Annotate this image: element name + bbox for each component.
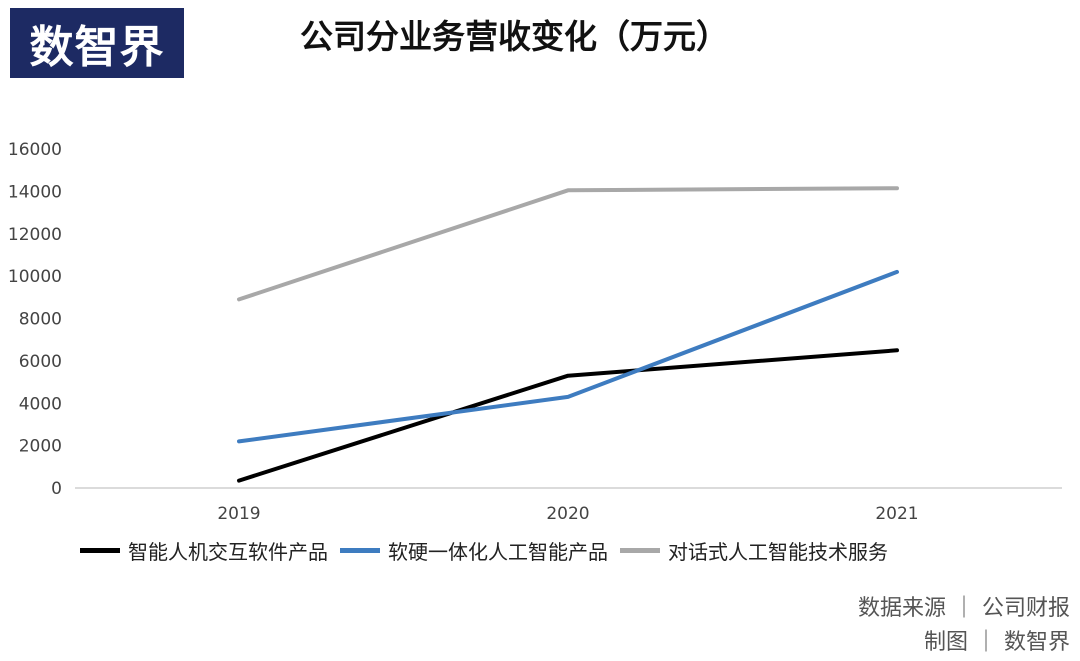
- y-tick-label: 14000: [8, 182, 62, 202]
- source-line-data: 数据来源 ｜ 公司财报: [858, 596, 1070, 621]
- y-tick-label: 6000: [19, 352, 62, 372]
- legend-item-series-2: 软硬一体化人工智能产品: [340, 536, 608, 565]
- source-line-chart-credit: 制图 ｜ 数智界: [924, 630, 1070, 655]
- y-tick-label: 12000: [8, 225, 62, 245]
- brand-logo: 数智界: [10, 8, 184, 78]
- x-tick-label: 2020: [546, 504, 589, 524]
- y-tick-label: 10000: [8, 267, 62, 287]
- legend-swatch-series-1: [80, 548, 120, 553]
- legend-item-series-1: 智能人机交互软件产品: [80, 536, 328, 565]
- series-line-3: [237, 186, 899, 302]
- legend-swatch-series-2: [340, 548, 380, 553]
- legend-label-series-1: 智能人机交互软件产品: [128, 540, 328, 564]
- x-tick-label: 2021: [875, 504, 918, 524]
- series-line-1: [237, 348, 899, 483]
- y-tick-label: 4000: [19, 394, 62, 414]
- chart-legend: 智能人机交互软件产品 软硬一体化人工智能产品 对话式人工智能技术服务: [80, 536, 900, 565]
- chart-title: 公司分业务营收变化（万元）: [300, 17, 729, 56]
- legend-swatch-series-3: [620, 548, 660, 553]
- series-line-2: [237, 269, 899, 444]
- logo-text: 数智界: [29, 22, 165, 73]
- y-tick-label: 0: [51, 479, 62, 499]
- legend-label-series-2: 软硬一体化人工智能产品: [388, 540, 608, 564]
- y-tick-label: 2000: [19, 437, 62, 457]
- legend-label-series-3: 对话式人工智能技术服务: [668, 540, 888, 564]
- x-tick-label: 2019: [217, 504, 260, 524]
- y-tick-label: 8000: [19, 310, 62, 330]
- y-tick-label: 16000: [8, 140, 62, 160]
- source-note: 数据来源 ｜ 公司财报 制图 ｜ 数智界: [858, 592, 1070, 660]
- legend-item-series-3: 对话式人工智能技术服务: [620, 536, 888, 565]
